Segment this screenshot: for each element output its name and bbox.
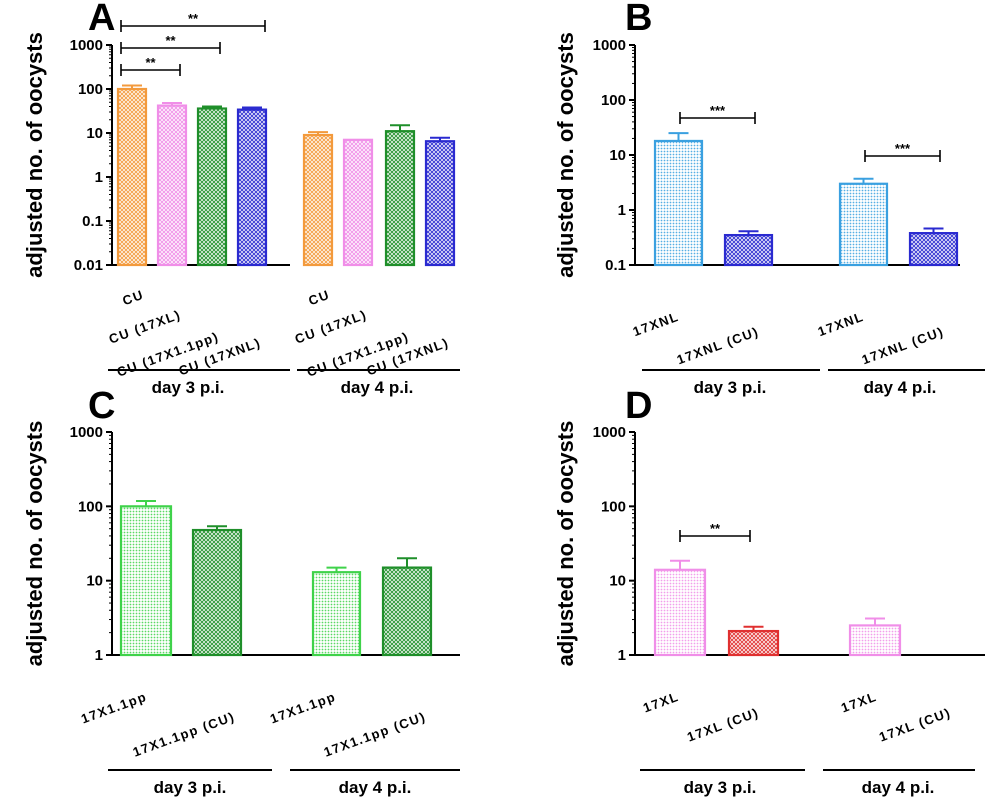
- panel-b-y-tick-label: 10: [609, 147, 626, 164]
- panel-c-category-label: 17X1.1pp (CU): [131, 709, 237, 760]
- panel-c-group-label: day 4 p.i.: [339, 778, 412, 797]
- panel-c-bar-17x1-1pp-cu-day3: [191, 528, 243, 657]
- panel-a-significance-label: **: [165, 33, 176, 48]
- panel-d-category-label: 17XL (CU): [877, 705, 953, 745]
- panel-d-bar-17xl-day4: [848, 624, 902, 657]
- panel-a-bar-cu-day4: [302, 133, 334, 267]
- panel-b-bar-17xnl-day4: [838, 182, 889, 267]
- panel-b-y-tick-label: 1: [618, 202, 626, 219]
- panel-b-category-label: 17XNL (CU): [860, 324, 946, 368]
- panel-a-y-tick-label: 0.1: [82, 213, 103, 230]
- panel-d-significance-label: **: [710, 521, 721, 536]
- panel-a-significance-label: **: [188, 11, 199, 26]
- panel-d-category-label: 17XL (CU): [685, 705, 761, 745]
- panel-d-y-axis-label: adjusted no. of oocysts: [553, 421, 578, 667]
- panel-a-bar-cu-17x1-1pp-day4: [384, 130, 416, 267]
- panel-d-y-tick-label: 10: [609, 573, 626, 590]
- panel-a-bar-cu-17xnl-day3: [236, 108, 268, 267]
- panel-b-y-tick-label: 0.1: [605, 257, 626, 274]
- panel-a-category-label: CU: [120, 287, 146, 309]
- panel-c-category-label: 17X1.1pp (CU): [322, 709, 428, 760]
- panel-a-category-label: CU (17XL): [293, 307, 369, 347]
- panel-c-category-label: 17X1.1pp: [79, 689, 149, 727]
- panel-b-significance-label: ***: [710, 103, 726, 118]
- panel-c-y-tick-label: 10: [86, 573, 103, 590]
- panel-c-bar-17x1-1pp-cu-day4: [381, 566, 433, 657]
- panel-a-y-axis-label: adjusted no. of oocysts: [22, 32, 47, 278]
- panel-a-bar-cu-day3: [116, 87, 148, 267]
- panel-b-bar-17xnl-cu-day3: [723, 233, 774, 267]
- panel-a-group-label: day 4 p.i.: [341, 378, 414, 397]
- panel-a-letter: A: [88, 0, 115, 39]
- panel-d-category-label: 17XL: [641, 689, 681, 716]
- panel-a-bar-cu-17xnl-day4: [424, 140, 456, 267]
- panel-c-y-axis-label: adjusted no. of oocysts: [22, 421, 47, 667]
- panel-c-group-label: day 3 p.i.: [154, 778, 227, 797]
- panel-d-bar-17xl-day3: [653, 568, 707, 657]
- panel-a-y-tick-label: 1000: [70, 37, 103, 54]
- panel-b-category-label: 17XNL (CU): [675, 324, 761, 368]
- panel-d-y-tick-label: 1000: [593, 424, 626, 441]
- panel-b-significance-label: ***: [895, 141, 911, 156]
- panel-d-letter: D: [625, 385, 652, 427]
- panel-a-bar-cu-17xl-day3: [156, 104, 188, 267]
- panel-b-y-tick-label: 100: [601, 92, 626, 109]
- panel-b-group-label: day 3 p.i.: [694, 378, 767, 397]
- panel-d-group-label: day 4 p.i.: [862, 778, 935, 797]
- panel-a-group-label: day 3 p.i.: [152, 378, 225, 397]
- panel-a-y-tick-label: 10: [86, 125, 103, 142]
- panel-b-category-label: 17XNL: [631, 309, 681, 340]
- panel-c-category-label: 17X1.1pp: [268, 689, 338, 727]
- panel-a-category-label: CU: [306, 287, 332, 309]
- panel-d-category-label: 17XL: [839, 689, 879, 716]
- panel-a-bar-cu-17xl-day4: [342, 138, 374, 267]
- panel-b-group-label: day 4 p.i.: [864, 378, 937, 397]
- panel-d-y-tick-label: 100: [601, 498, 626, 515]
- panel-c-letter: C: [88, 385, 115, 427]
- panel-b-letter: B: [625, 0, 652, 39]
- panel-d-bar-17xl-cu-day3: [727, 629, 780, 657]
- panel-a-y-tick-label: 100: [78, 81, 103, 98]
- panel-c-bar-17x1-1pp-day3: [119, 505, 173, 657]
- panel-a-y-tick-label: 1: [95, 169, 103, 186]
- panel-b-y-axis-label: adjusted no. of oocysts: [553, 32, 578, 278]
- panel-a-category-label: CU (17XL): [107, 307, 183, 347]
- panel-a-y-tick-label: 0.01: [74, 257, 103, 274]
- panel-a-significance-label: **: [145, 55, 156, 70]
- panel-d-group-label: day 3 p.i.: [684, 778, 757, 797]
- panel-b-bar-17xnl-day3: [653, 139, 704, 267]
- panel-b-y-tick-label: 1000: [593, 37, 626, 54]
- panel-b-bar-17xnl-cu-day4: [908, 232, 959, 267]
- panel-a-bar-cu-17x1-1pp-day3: [196, 107, 228, 267]
- panel-d-y-tick-label: 1: [618, 647, 626, 664]
- panel-c-y-tick-label: 100: [78, 498, 103, 515]
- panel-c-y-tick-label: 1000: [70, 424, 103, 441]
- panel-c-y-tick-label: 1: [95, 647, 103, 664]
- panel-c-bar-17x1-1pp-day4: [311, 571, 362, 657]
- panel-b-category-label: 17XNL: [816, 309, 866, 340]
